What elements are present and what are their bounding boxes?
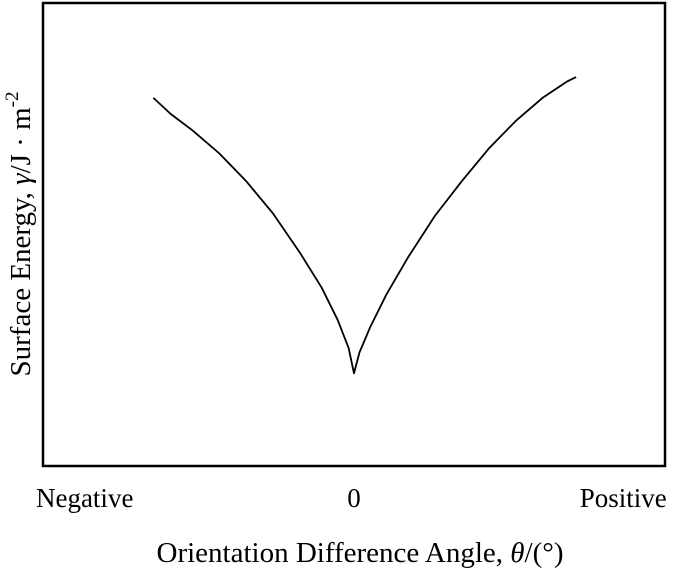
y-axis-title: Surface Energy, γ/J · m-2 (2, 92, 37, 377)
plot-frame (41, 1, 667, 468)
series-line-0 (152, 76, 577, 375)
series-layer (152, 76, 577, 375)
y-axis-symbol: γ (5, 172, 37, 185)
y-axis-exponent: -2 (2, 92, 23, 108)
x-axis-title: Orientation Difference Angle, θ/(°) (157, 537, 564, 569)
x-axis-symbol: θ (510, 537, 524, 569)
x-tick-label-2: Positive (580, 483, 667, 513)
x-tick-label-0: Negative (36, 483, 133, 513)
x-tick-labels: Negative 0 Positive (36, 483, 667, 513)
x-tick-label-1: 0 (347, 483, 361, 513)
